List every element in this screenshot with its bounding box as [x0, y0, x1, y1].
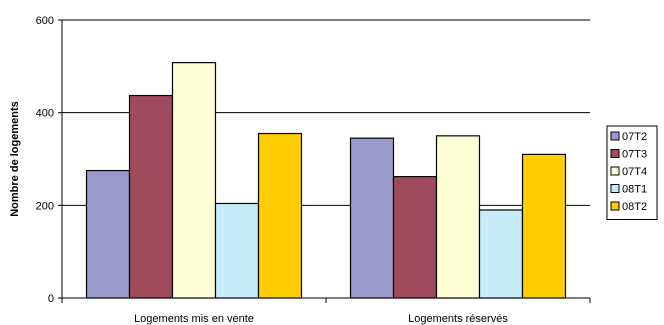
x-category-label: Logements réservés — [408, 313, 508, 325]
legend-swatch — [610, 131, 620, 141]
legend-swatch — [610, 201, 620, 211]
y-tick-label: 600 — [36, 15, 54, 27]
legend-swatch — [610, 166, 620, 176]
bar-08T1-1 — [478, 209, 524, 299]
legend-swatch — [610, 149, 620, 158]
y-tick-label: 0 — [48, 293, 54, 305]
x-category-label: Logements mis en vente — [134, 313, 254, 325]
bar-07T2-0 — [85, 169, 131, 299]
legend-label: 07T3 — [622, 149, 647, 161]
bar-07T4-0 — [171, 62, 217, 299]
legend-label: 08T2 — [622, 201, 647, 213]
legend: 07T2 07T3 07T4 08T1 08T2 — [606, 125, 658, 220]
bar-08T2-0 — [257, 132, 303, 299]
bar-07T2-1 — [349, 137, 395, 299]
bar-08T1-0 — [214, 202, 260, 299]
legend-swatch — [610, 184, 620, 193]
bar-07T4-1 — [435, 135, 481, 299]
bars — [85, 62, 567, 299]
axes — [58, 19, 591, 303]
legend-label: 08T1 — [622, 184, 647, 196]
bar-07T3-1 — [392, 176, 438, 299]
bar-08T2-1 — [521, 153, 567, 299]
legend-label: 07T4 — [622, 166, 647, 178]
legend-label: 07T2 — [622, 131, 647, 143]
x-category-labels: Logements mis en vente Logements réservés — [134, 313, 508, 325]
y-tick-label: 400 — [36, 108, 54, 120]
y-tick-label: 200 — [36, 200, 54, 212]
y-tick-labels: 0 200 400 600 — [36, 15, 54, 305]
y-axis-label: Nombre de logements — [9, 101, 21, 217]
bar-07T3-0 — [128, 94, 174, 299]
